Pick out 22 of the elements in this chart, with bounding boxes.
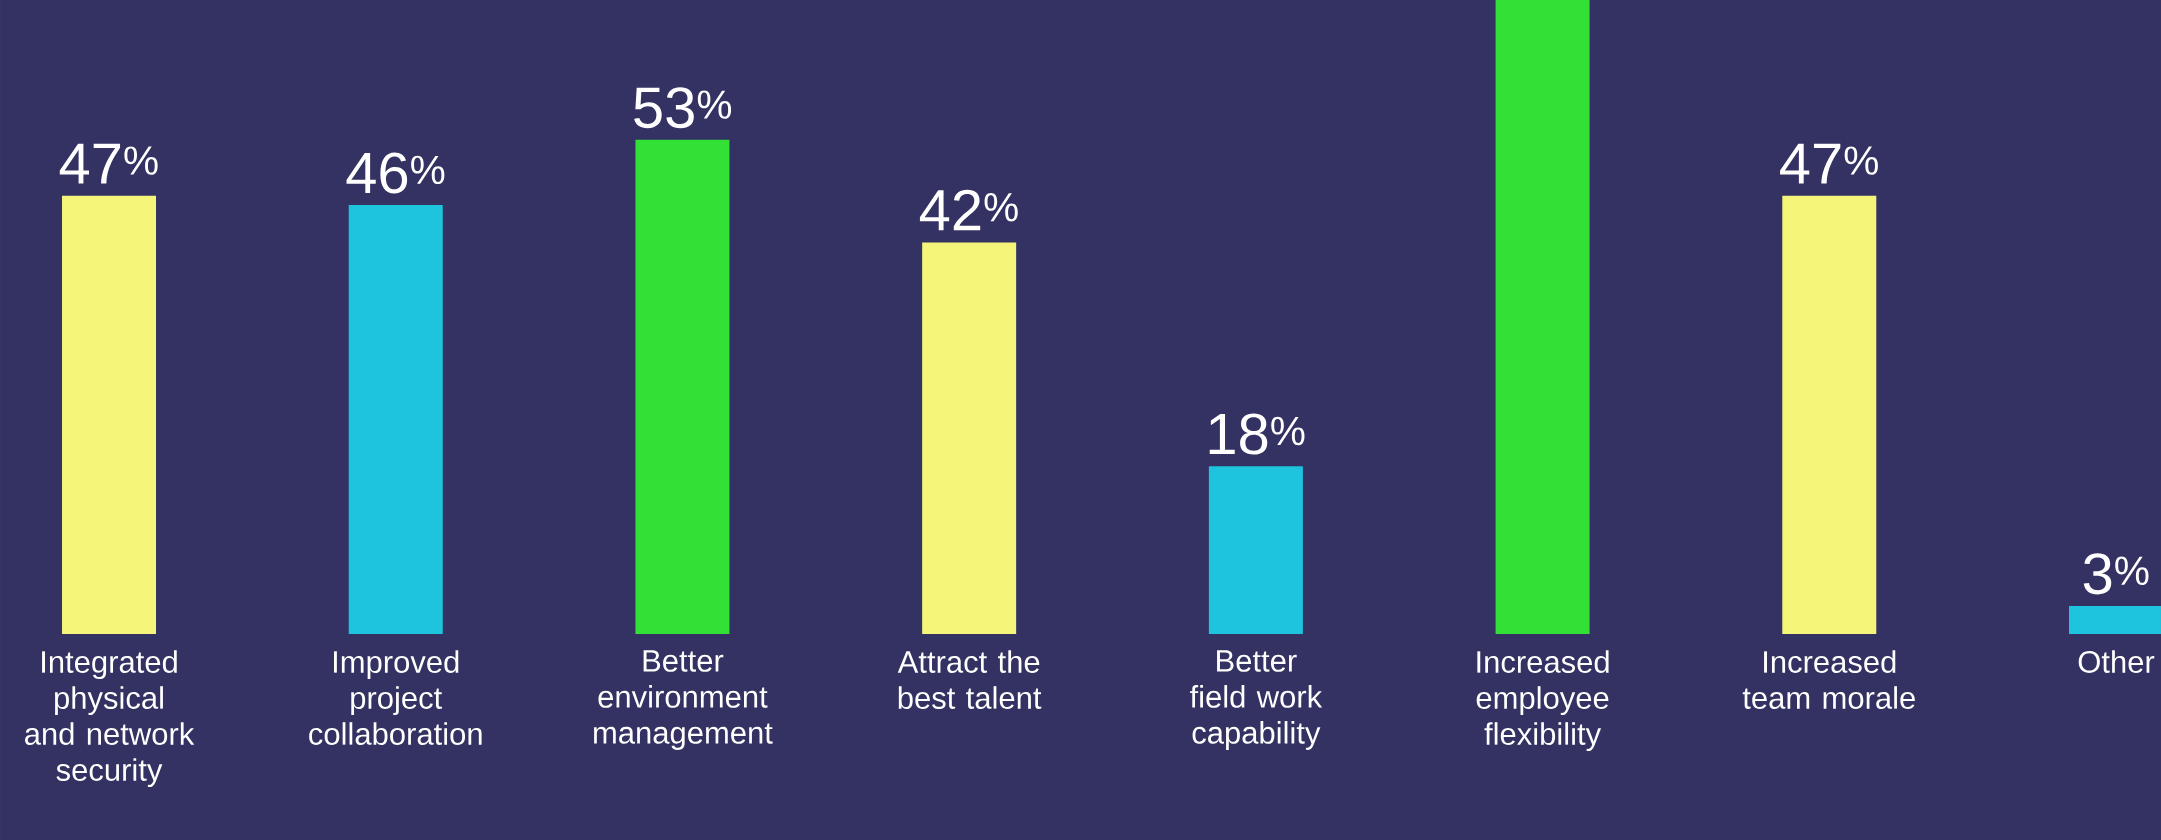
bar	[635, 139, 730, 634]
x-tick-label: Increased team morale	[1742, 650, 1915, 709]
data-label: 18$^{%}$	[1209, 413, 1305, 455]
x-tick-label: Other	[2078, 650, 2155, 673]
bar	[1495, 0, 1590, 634]
x-tick-label: Better environment management	[594, 650, 773, 750]
x-tick-label: Increased employee flexibility	[1476, 650, 1609, 752]
x-tick-label: Integrated physical and network security	[25, 650, 195, 788]
data-label: 47$^{%}$	[59, 143, 158, 184]
bar	[922, 242, 1017, 634]
data-label: 53$^{%}$	[634, 87, 732, 129]
bar	[1782, 195, 1877, 634]
bar	[62, 195, 157, 634]
data-label: 42$^{%}$	[919, 189, 1018, 231]
bar	[348, 205, 443, 634]
x-tick-label: Attract the best talent	[897, 650, 1042, 709]
data-label: 3$^{%}$	[2083, 553, 2149, 595]
x-tick-label: Better field work capability	[1189, 650, 1323, 750]
data-label: 46$^{%}$	[346, 152, 445, 194]
data-label: 47$^{%}$	[1780, 143, 1878, 184]
x-tick-label: Improved project collaboration	[309, 650, 482, 745]
bar	[1208, 466, 1303, 634]
